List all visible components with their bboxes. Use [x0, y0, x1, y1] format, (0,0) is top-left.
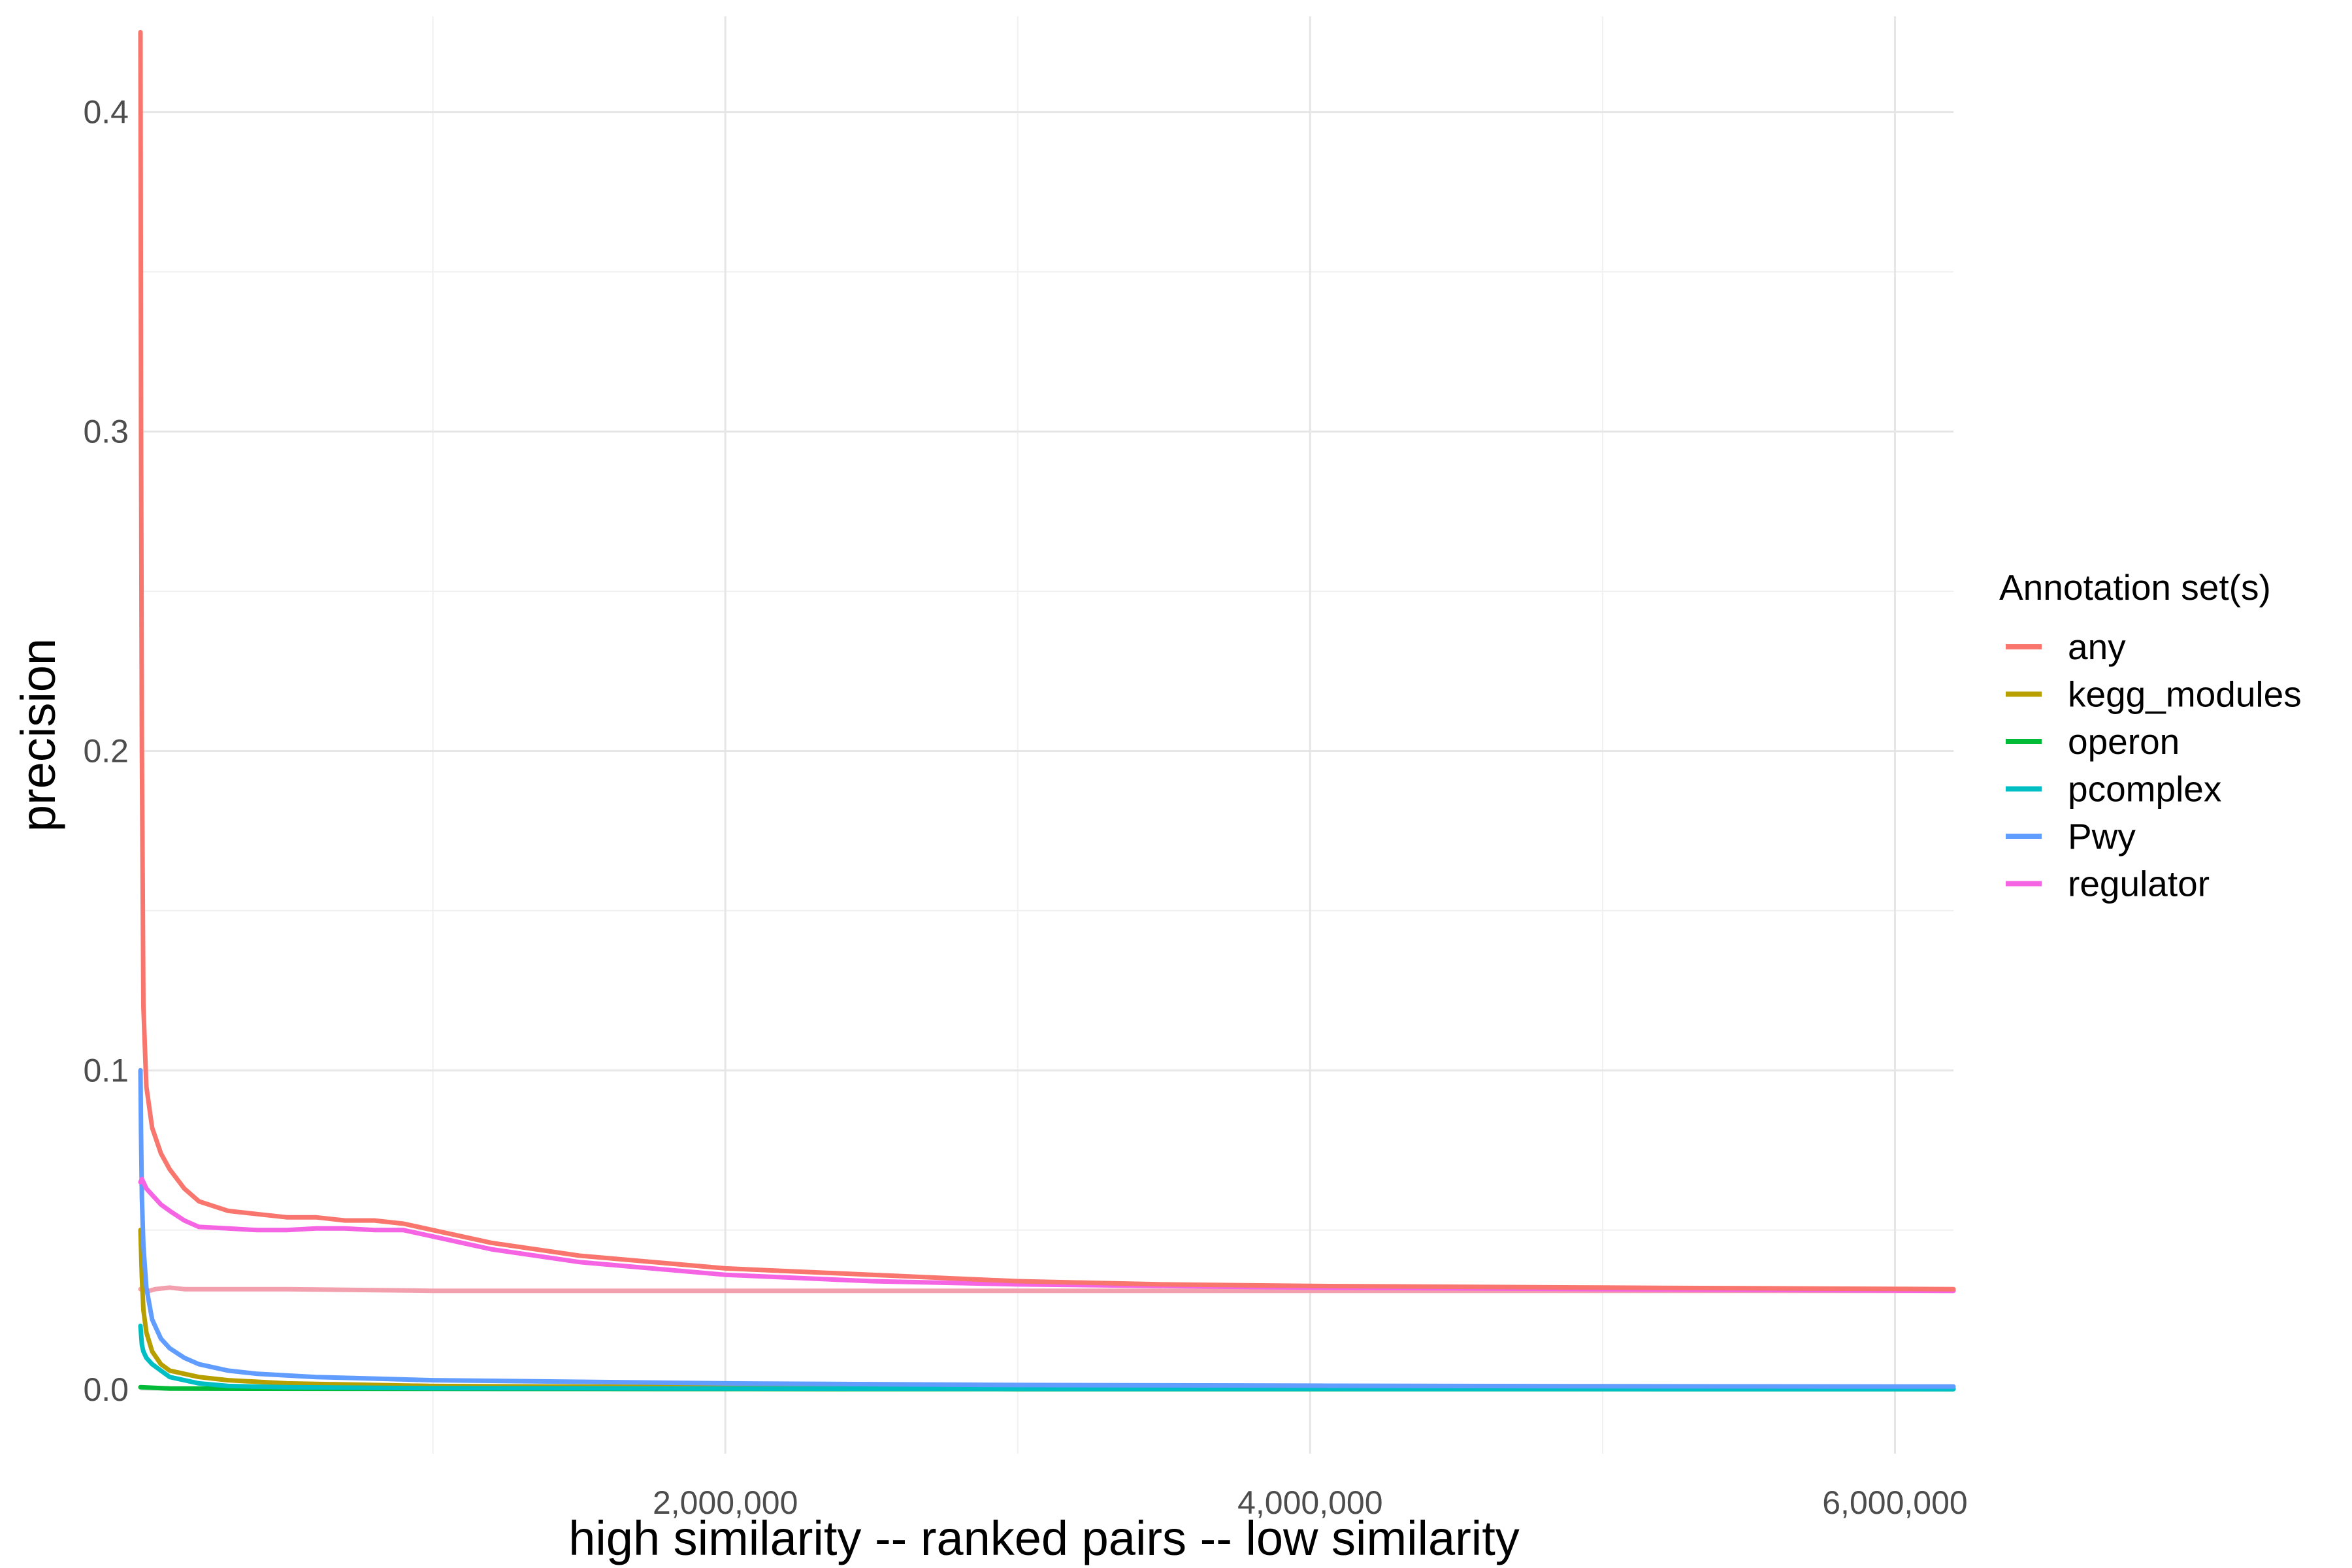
y-tick-label: 0.3 — [83, 414, 129, 450]
y-tick-label: 0.2 — [83, 732, 129, 769]
legend-label-regulator: regulator — [2068, 864, 2210, 904]
series-line-pcomplex — [138, 1323, 1956, 1392]
x-tick-label: 6,000,000 — [1822, 1484, 1967, 1521]
legend-label-kegg-modules: kegg_modules — [2068, 674, 2302, 715]
y-tick-label: 0.4 — [83, 94, 129, 131]
series-line-regulator — [138, 1177, 1956, 1294]
y-tick-label: 0.0 — [83, 1371, 129, 1408]
y-axis-title: precision — [11, 638, 65, 832]
series-lines — [138, 29, 1956, 1392]
series-line-any — [138, 29, 1956, 1292]
x-tick-label: 4,000,000 — [1237, 1484, 1382, 1521]
y-tick-labels: 0.0 0.1 0.2 0.3 0.4 — [83, 94, 129, 1409]
series-line-baseline — [138, 1285, 1956, 1294]
x-axis-title: high similarity -- ranked pairs -- low s… — [568, 1511, 1520, 1565]
x-tick-labels: 2,000,000 4,000,000 6,000,000 — [653, 1484, 1968, 1521]
y-tick-label: 0.1 — [83, 1052, 129, 1088]
series-line-pwy — [138, 1068, 1956, 1389]
legend-label-pcomplex: pcomplex — [2068, 769, 2221, 809]
x-tick-label: 2,000,000 — [653, 1484, 798, 1521]
legend-label-any: any — [2068, 627, 2126, 667]
legend-title: Annotation set(s) — [1999, 567, 2271, 608]
legend-label-operon: operon — [2068, 721, 2180, 762]
legend-label-pwy: Pwy — [2068, 816, 2136, 857]
